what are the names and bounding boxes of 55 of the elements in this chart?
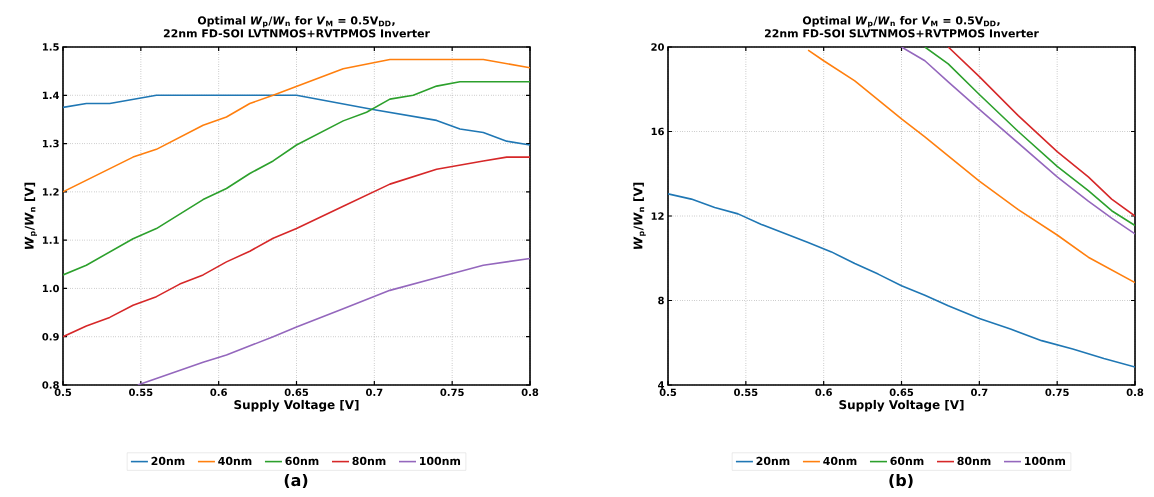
- x-tick-label: 0.65: [284, 388, 309, 397]
- y-tick-label: 4: [658, 381, 665, 389]
- line-series: [668, 193, 1136, 368]
- y-tick-label: 12: [651, 212, 664, 220]
- x-tick-label: 0.6: [815, 388, 832, 397]
- text: (a): [284, 473, 308, 489]
- x-tick-label: 0.7: [971, 388, 988, 397]
- chart-title: Optimal W$_{p}$/W$_{n}$ for V$_{M}$ = 0.5V$_{DD}$,: [802, 16, 1000, 28]
- legend-label: 60nm: [890, 456, 924, 466]
- legend-label: 20nm: [151, 456, 185, 466]
- y-tick-label: 16: [651, 127, 664, 136]
- y-tick-label: 0.9: [42, 332, 59, 341]
- legend-label: 60nm: [285, 456, 319, 466]
- y-tick-label: 1.1: [42, 236, 59, 244]
- x-tick-label: 0.65: [889, 388, 914, 397]
- x-tick-label: 0.75: [440, 388, 464, 397]
- legend-label: 40nm: [823, 456, 857, 466]
- legend-label: 100nm: [1025, 456, 1066, 466]
- legend-label: 80nm: [957, 456, 991, 466]
- y-tick-label: 1.0: [42, 284, 59, 293]
- x-tick-label: 0.7: [366, 388, 383, 397]
- x-tick-label: 0.55: [734, 388, 758, 397]
- y-tick-label: 1.5: [42, 43, 59, 51]
- y-tick-label: 0.8: [42, 381, 59, 389]
- line-series: [807, 49, 1136, 284]
- line-series: [63, 94, 530, 146]
- line-series: [63, 156, 530, 338]
- line-series: [136, 257, 530, 385]
- legend-label: 20nm: [756, 456, 790, 466]
- y-axis-title: W$_{p}$/W$_{n}$ [V]: [633, 182, 646, 249]
- y-tick-label: 1.2: [42, 188, 59, 196]
- x-tick-label: 0.5: [659, 388, 677, 397]
- chart-subtitle: 22nm FD-SOI LVTNMOS+RVTPMOS Inverter: [163, 29, 430, 38]
- legend-label: 40nm: [218, 456, 252, 466]
- y-tick-label: 20: [651, 43, 665, 51]
- x-axis-title: Supply Voltage [V]: [234, 399, 359, 412]
- line-series: [63, 80, 530, 276]
- line-series: [947, 47, 1136, 217]
- legend-label: 80nm: [352, 456, 386, 466]
- x-tick-label: 0.8: [521, 388, 539, 397]
- x-tick-label: 0.8: [1126, 388, 1144, 397]
- chart-subtitle: 22nm FD-SOI SLVTNMOS+RVTPMOS Inverter: [764, 29, 1039, 38]
- x-tick-label: 0.55: [129, 388, 153, 397]
- y-tick-label: 1.3: [42, 139, 59, 148]
- y-tick-label: 1.4: [42, 91, 60, 99]
- chart-title: Optimal W$_{p}$/W$_{n}$ for V$_{M}$ = 0.5V$_{DD}$,: [197, 16, 395, 28]
- y-tick-label: 8: [658, 296, 664, 305]
- x-tick-label: 0.75: [1045, 388, 1069, 397]
- y-axis-title: W$_{p}$/W$_{n}$ [V]: [24, 182, 37, 249]
- legend-label: 100nm: [420, 456, 461, 466]
- line-series: [63, 58, 530, 193]
- x-tick-label: 0.5: [54, 388, 72, 397]
- text: (b): [889, 473, 913, 489]
- x-axis-title: Supply Voltage [V]: [839, 399, 964, 412]
- x-tick-label: 0.6: [210, 388, 227, 397]
